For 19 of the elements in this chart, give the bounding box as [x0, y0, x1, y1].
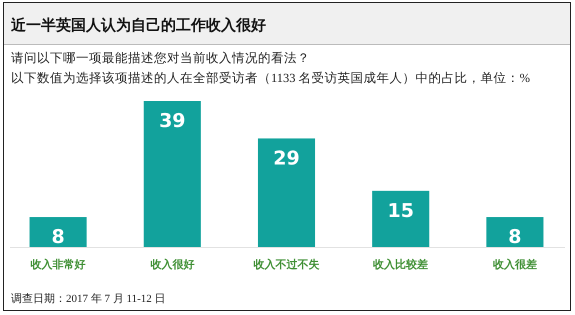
x-tick-label: 收入不过不失 — [254, 258, 320, 271]
bar — [30, 217, 87, 247]
data-label: 8 — [508, 226, 522, 248]
x-tick-label: 收入很好 — [150, 258, 194, 271]
data-label: 29 — [273, 147, 300, 170]
data-label: 8 — [51, 226, 65, 248]
chart-title: 近一半英国人认为自己的工作收入很好 — [10, 16, 266, 34]
x-tick-label: 收入很差 — [492, 258, 537, 271]
chart-subtitle: 请问以下哪一项最能描述您对当前收入情况的看法？ — [11, 51, 310, 65]
bar — [486, 217, 544, 247]
x-tick-label: 收入非常好 — [30, 258, 86, 271]
data-label: 39 — [159, 110, 186, 132]
bar — [372, 190, 430, 247]
bar — [258, 138, 316, 247]
x-tick-label: 收入比较差 — [373, 258, 428, 271]
bar — [144, 101, 201, 247]
data-label: 15 — [387, 200, 414, 222]
text: 以下数值为选择该项描述的人在全部受访者（1133 名受访英国成年人）中的占比，单位：% — [11, 70, 530, 85]
text: 调查日期：2017 年 7 月 11-12 日 — [11, 292, 166, 305]
